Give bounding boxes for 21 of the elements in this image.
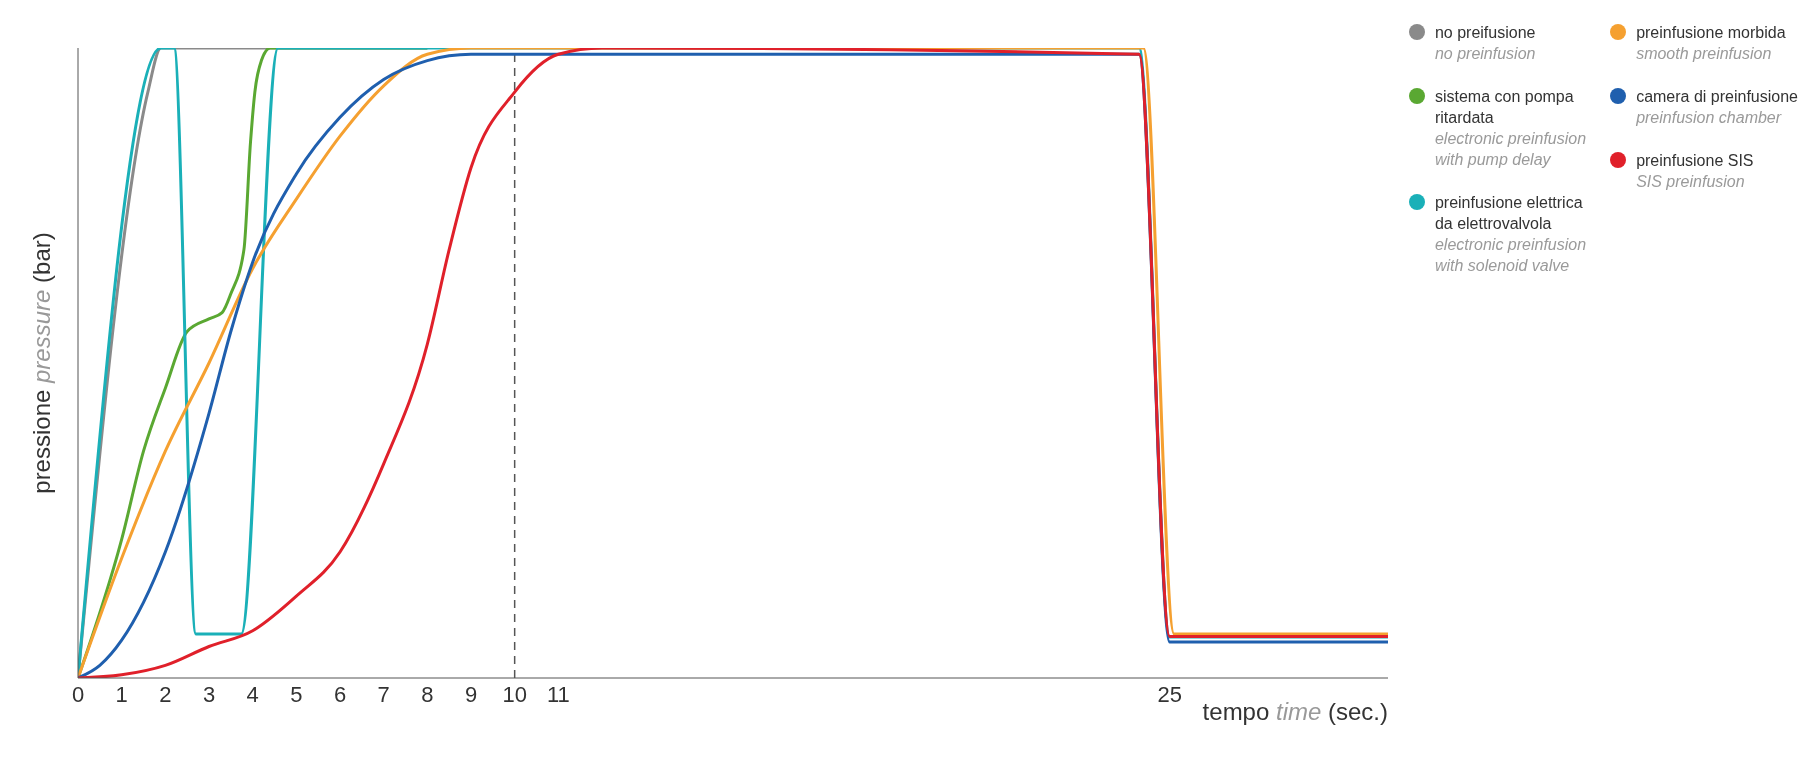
- x-tick-label: 5: [290, 681, 303, 707]
- legend-label: sistema con pompa ritardata electronic preinfusion with pump delay: [1434, 87, 1587, 170]
- x-tick-label: 25: [1157, 681, 1182, 707]
- x-axis-title: tempo time (sec.): [1202, 698, 1388, 725]
- x-tick-label: 1: [115, 681, 128, 707]
- x-tick-label: 10: [502, 681, 527, 707]
- x-tick-label: 4: [246, 681, 259, 707]
- legend-label: preinfusione elettrica da elettrovalvola electronic preinfusion with solenoid valve: [1434, 193, 1587, 276]
- x-tick-label: 7: [377, 681, 390, 707]
- legend-label: camera di preinfusione preinfusion chamber: [1636, 87, 1798, 128]
- x-tick-label: 11: [546, 681, 570, 707]
- legend-label: no preifusione no preinfusion: [1434, 23, 1536, 64]
- x-tick-label: 9: [464, 681, 478, 707]
- x-tick-label: 6: [333, 681, 347, 707]
- legend-label: preinfusione SIS SIS preinfusion: [1636, 151, 1754, 192]
- y-axis-title: pressione pressure (bar): [28, 232, 55, 494]
- legend-label: preinfusione morbida smooth preinfusion: [1636, 23, 1786, 64]
- x-tick-label: 2: [159, 681, 172, 707]
- x-tick-label: 0: [71, 681, 85, 707]
- x-tick-label: 3: [202, 681, 216, 707]
- x-tick-label: 8: [421, 681, 434, 707]
